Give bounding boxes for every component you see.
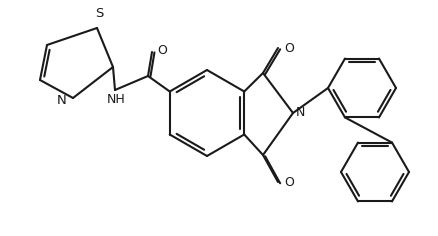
Text: O: O: [157, 43, 167, 56]
Text: N: N: [296, 106, 305, 119]
Text: S: S: [95, 7, 103, 20]
Text: NH: NH: [106, 93, 125, 106]
Text: O: O: [284, 42, 294, 55]
Text: N: N: [57, 93, 67, 106]
Text: O: O: [284, 176, 294, 189]
